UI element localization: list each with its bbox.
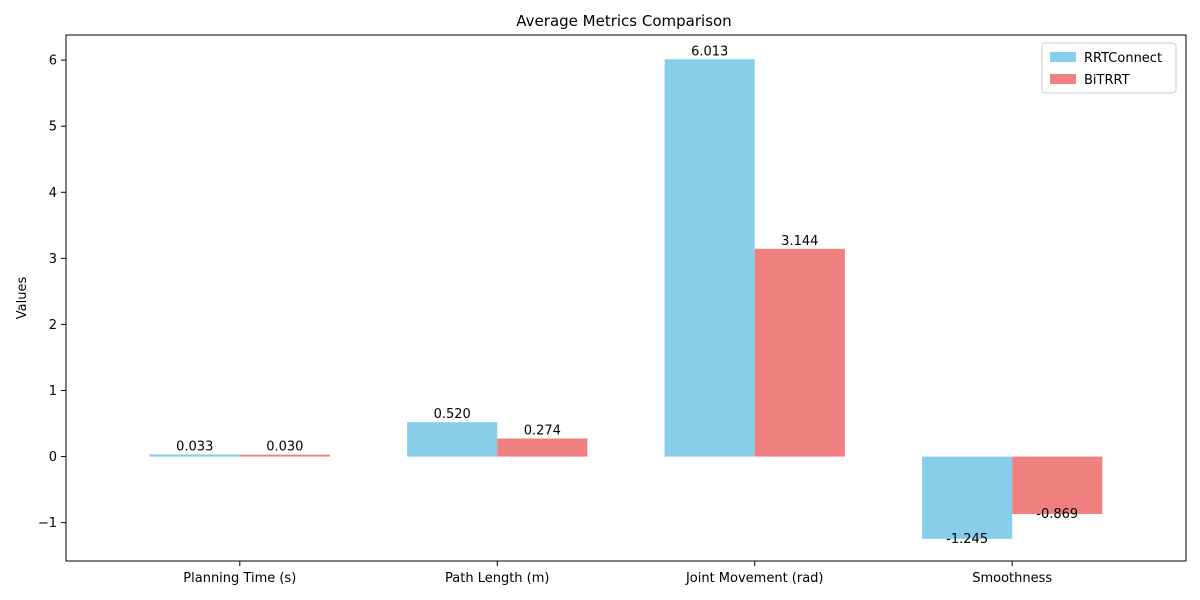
bar-rrtconnect-0 [149, 454, 240, 457]
legend-label-bitrrt: BiTRRT [1084, 73, 1130, 88]
bar-bitrrt-3 [1012, 456, 1103, 515]
data-labels-group: 0.033 0.520 6.013 -1.245 0.030 0.274 3.144 -0.8… [176, 44, 1078, 547]
data-label-rrtconnect-1: 0.520 [434, 407, 471, 422]
plot-frame [65, 34, 1187, 562]
bar-rrtconnect-2 [664, 59, 755, 457]
bar-bitrrt-0 [239, 454, 330, 457]
data-label-bitrrt-1: 0.274 [524, 423, 561, 438]
data-label-rrtconnect-0: 0.033 [176, 439, 213, 454]
bar-rrtconnect-3 [922, 456, 1013, 539]
legend: RRTConnect BiTRRT [1041, 42, 1177, 94]
x-tick-label: Planning Time (s) [183, 571, 296, 586]
bars-group [149, 59, 1103, 539]
y-tick-label: −1 [38, 516, 57, 531]
y-tick-label: 1 [49, 384, 57, 399]
legend-swatch-bitrrt [1050, 74, 1076, 84]
legend-label-rrtconnect: RRTConnect [1084, 51, 1162, 66]
y-tick-label: 0 [49, 450, 57, 465]
data-label-rrtconnect-3: -1.245 [946, 532, 988, 547]
bar-rrtconnect-1 [407, 422, 498, 457]
x-tick-label: Path Length (m) [445, 571, 549, 586]
ticks-group: −1 0 1 2 3 4 5 6 Planning Time (s) Path Length (m… [38, 54, 1053, 586]
data-label-bitrrt-0: 0.030 [266, 440, 303, 455]
bar-bitrrt-1 [497, 438, 588, 457]
x-tick-label: Smoothness [972, 571, 1052, 586]
data-label-bitrrt-2: 3.144 [781, 234, 818, 249]
legend-swatch-rrtconnect [1050, 52, 1076, 62]
y-tick-label: 3 [49, 252, 57, 267]
y-tick-label: 6 [49, 54, 57, 69]
y-tick-label: 4 [49, 186, 57, 201]
y-axis-label: Values [15, 277, 30, 320]
bar-bitrrt-2 [754, 248, 845, 457]
y-tick-label: 2 [49, 318, 57, 333]
data-label-rrtconnect-2: 6.013 [691, 44, 728, 59]
chart-title: Average Metrics Comparison [516, 12, 731, 30]
x-tick-label: Joint Movement (rad) [685, 571, 824, 586]
y-tick-label: 5 [49, 120, 57, 135]
data-label-bitrrt-3: -0.869 [1036, 507, 1078, 522]
